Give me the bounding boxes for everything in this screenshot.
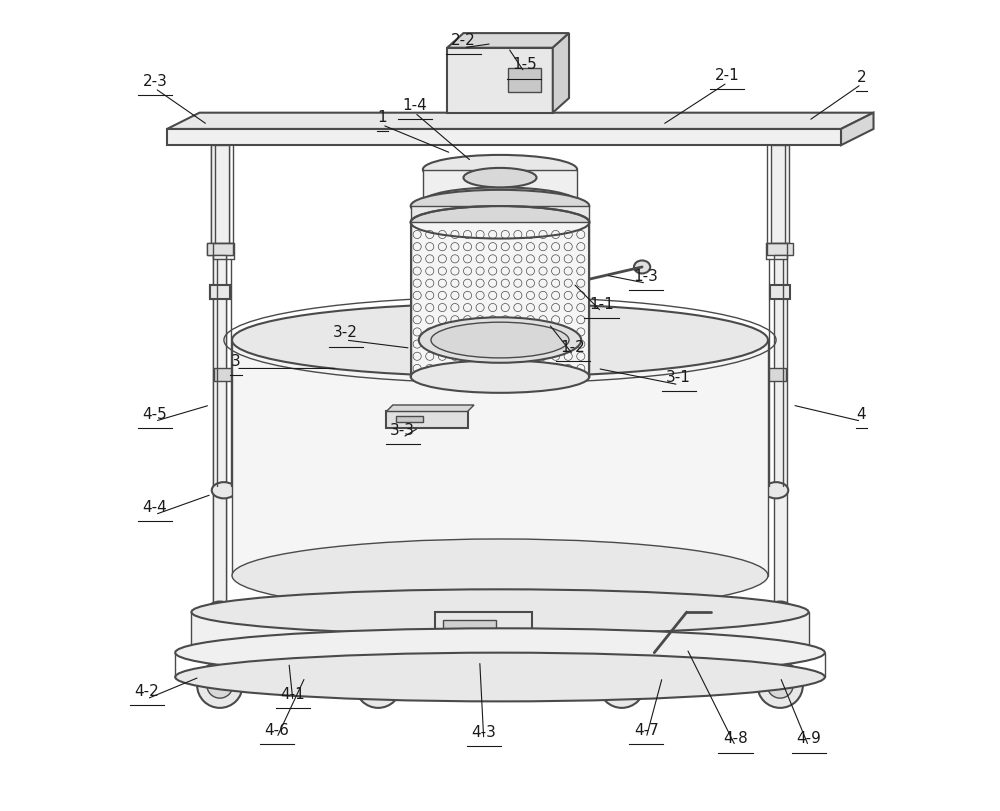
Ellipse shape: [209, 602, 230, 615]
FancyBboxPatch shape: [210, 285, 230, 300]
FancyBboxPatch shape: [205, 646, 234, 663]
Polygon shape: [396, 416, 423, 423]
Text: 3-1: 3-1: [666, 370, 691, 384]
Text: 4-4: 4-4: [143, 500, 167, 514]
Polygon shape: [191, 612, 809, 653]
Text: 4-3: 4-3: [471, 724, 496, 739]
Polygon shape: [447, 49, 553, 114]
Text: 1: 1: [377, 110, 387, 125]
Ellipse shape: [232, 539, 768, 612]
Text: 4-6: 4-6: [264, 723, 289, 737]
Ellipse shape: [175, 629, 825, 677]
Text: 4-5: 4-5: [143, 406, 167, 421]
Polygon shape: [411, 207, 589, 223]
Ellipse shape: [355, 663, 401, 708]
Text: 3-2: 3-2: [333, 325, 358, 340]
Polygon shape: [167, 130, 841, 146]
Text: 4-8: 4-8: [723, 731, 748, 745]
FancyBboxPatch shape: [766, 368, 786, 381]
FancyBboxPatch shape: [364, 646, 393, 663]
Ellipse shape: [232, 304, 768, 377]
Text: 4-1: 4-1: [281, 686, 305, 701]
FancyBboxPatch shape: [509, 630, 516, 638]
Polygon shape: [167, 114, 874, 130]
Ellipse shape: [411, 207, 589, 239]
Ellipse shape: [767, 672, 793, 698]
Ellipse shape: [764, 483, 788, 499]
Polygon shape: [386, 406, 474, 412]
Ellipse shape: [209, 602, 230, 615]
Polygon shape: [774, 255, 787, 608]
Ellipse shape: [365, 672, 391, 698]
Ellipse shape: [431, 323, 569, 358]
Polygon shape: [423, 170, 577, 203]
Ellipse shape: [191, 630, 809, 676]
Text: 1-2: 1-2: [561, 340, 585, 354]
Ellipse shape: [419, 318, 581, 363]
Text: 2-3: 2-3: [142, 74, 167, 88]
FancyBboxPatch shape: [443, 620, 496, 641]
Text: 2: 2: [857, 70, 866, 84]
FancyBboxPatch shape: [766, 646, 795, 663]
Polygon shape: [447, 34, 569, 49]
Text: 4-2: 4-2: [134, 684, 159, 698]
Text: 2-2: 2-2: [451, 33, 476, 48]
Polygon shape: [386, 412, 468, 428]
Ellipse shape: [175, 653, 825, 702]
Text: 3: 3: [231, 354, 241, 368]
Polygon shape: [553, 34, 569, 114]
Text: 4: 4: [857, 406, 866, 421]
Ellipse shape: [770, 602, 791, 615]
Polygon shape: [232, 341, 768, 576]
Ellipse shape: [191, 590, 809, 635]
FancyBboxPatch shape: [607, 646, 636, 663]
Polygon shape: [213, 255, 226, 608]
Ellipse shape: [423, 156, 577, 185]
Text: 3-3: 3-3: [390, 423, 415, 437]
Text: 1-5: 1-5: [512, 58, 537, 72]
FancyBboxPatch shape: [210, 285, 230, 300]
Ellipse shape: [212, 483, 236, 499]
Text: 2-1: 2-1: [715, 68, 740, 83]
Ellipse shape: [599, 663, 645, 708]
Polygon shape: [211, 146, 229, 243]
FancyBboxPatch shape: [518, 630, 525, 638]
Ellipse shape: [757, 663, 803, 708]
FancyBboxPatch shape: [770, 285, 790, 300]
Text: 4-9: 4-9: [796, 731, 821, 745]
Text: 1-1: 1-1: [589, 297, 614, 311]
Polygon shape: [207, 243, 233, 255]
Polygon shape: [841, 114, 874, 146]
Ellipse shape: [207, 672, 233, 698]
Ellipse shape: [411, 191, 589, 223]
Text: 1-4: 1-4: [402, 98, 427, 113]
Text: 4-7: 4-7: [634, 723, 659, 737]
FancyBboxPatch shape: [500, 630, 507, 638]
FancyBboxPatch shape: [508, 69, 541, 93]
Polygon shape: [207, 243, 233, 255]
Ellipse shape: [197, 663, 243, 708]
Ellipse shape: [463, 169, 537, 188]
FancyBboxPatch shape: [214, 368, 234, 381]
Polygon shape: [411, 223, 589, 377]
Polygon shape: [767, 243, 793, 255]
Polygon shape: [213, 255, 226, 608]
Polygon shape: [771, 146, 789, 243]
FancyBboxPatch shape: [500, 642, 526, 651]
Ellipse shape: [634, 261, 650, 274]
Polygon shape: [435, 612, 532, 661]
Ellipse shape: [411, 361, 589, 393]
Ellipse shape: [609, 672, 635, 698]
Ellipse shape: [423, 188, 577, 217]
Polygon shape: [211, 146, 229, 243]
Text: 1-3: 1-3: [634, 268, 659, 283]
